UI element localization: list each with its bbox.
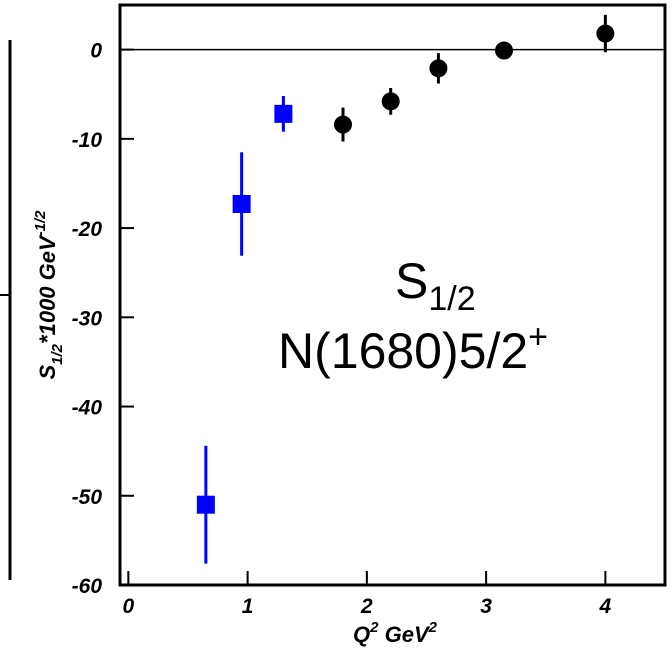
y-label-main: S — [35, 365, 60, 380]
point — [381, 92, 400, 111]
x-label-main: Q — [353, 622, 370, 647]
annotation-main: S — [395, 253, 428, 309]
point — [232, 194, 251, 213]
point — [596, 24, 615, 43]
plot-frame — [118, 3, 667, 587]
point — [274, 104, 293, 123]
x-tick-label: 4 — [599, 595, 612, 618]
y-tick-label: -60 — [72, 575, 103, 598]
annotation: S1/2 — [395, 253, 476, 318]
annotation: N(1680)5/2+ — [278, 318, 548, 379]
y-tick-label: -10 — [72, 129, 103, 152]
x-label-sup: 2 — [369, 619, 379, 636]
annotation-main: N(1680)5/2 — [278, 323, 528, 379]
y-tick-label: -30 — [72, 307, 103, 330]
x-label-rest: GeV — [378, 622, 430, 647]
y-label-rest: *1000 GeV — [35, 234, 60, 344]
x-tick-label: 1 — [242, 595, 254, 618]
point — [196, 495, 215, 514]
y-tick-label: 0 — [90, 40, 102, 63]
x-axis-label: Q2 GeV2 — [353, 619, 438, 647]
x-label-sup2: 2 — [428, 619, 438, 636]
y-label-sub: 1/2 — [49, 343, 66, 365]
point — [334, 115, 353, 134]
y-tick-label: -50 — [72, 486, 103, 509]
y-tick-label: -20 — [72, 218, 103, 241]
y-label-sup: -1/2 — [32, 210, 49, 237]
y-axis-label: S1/2*1000 GeV-1/2 — [32, 210, 66, 380]
x-tick-label: 0 — [123, 595, 135, 618]
point — [495, 41, 514, 60]
point — [429, 59, 448, 78]
y-tick-label: -40 — [72, 397, 103, 420]
annotation-sub: 1/2 — [428, 280, 475, 318]
annotation-sup: + — [528, 318, 548, 356]
x-tick-label: 2 — [360, 595, 373, 618]
x-tick-label: 3 — [480, 595, 492, 618]
